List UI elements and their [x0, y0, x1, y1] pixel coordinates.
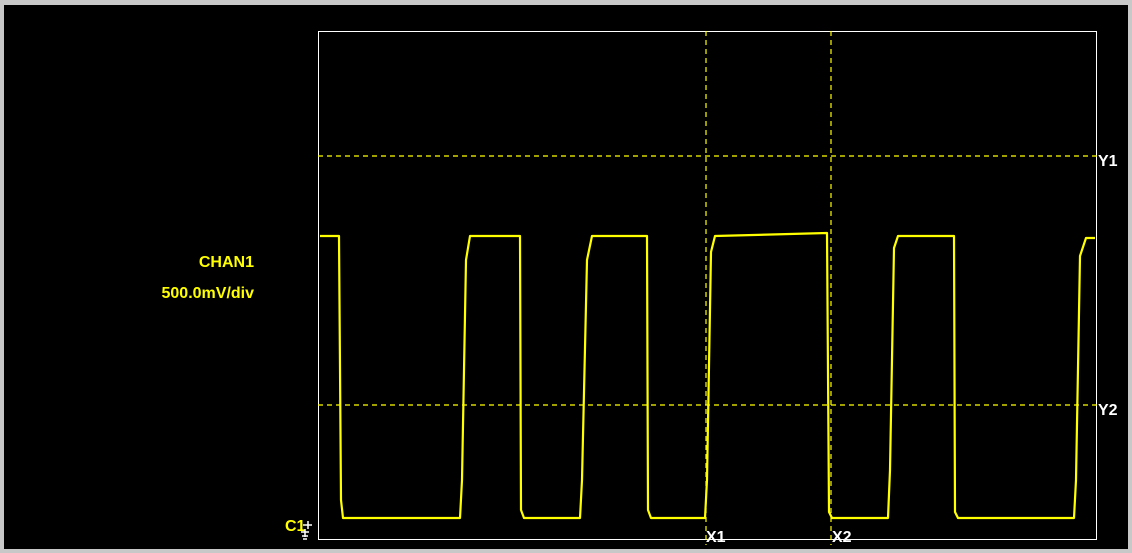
graticule-frame	[318, 31, 1097, 540]
cursor-y1-label[interactable]: Y1	[1098, 153, 1118, 170]
channel1-trace	[320, 231, 1095, 520]
cursor-x1-label[interactable]: X1	[706, 529, 726, 546]
channel-name-label: CHAN1	[198, 254, 254, 271]
cursor-x2-label[interactable]: X2	[832, 529, 852, 546]
channel-marker[interactable]: C1	[285, 518, 306, 535]
cursor-y2-label[interactable]: Y2	[1098, 402, 1118, 419]
ground-reference-icon[interactable]	[299, 520, 313, 542]
channel-scale-label: 500.0mV/div	[161, 285, 255, 302]
